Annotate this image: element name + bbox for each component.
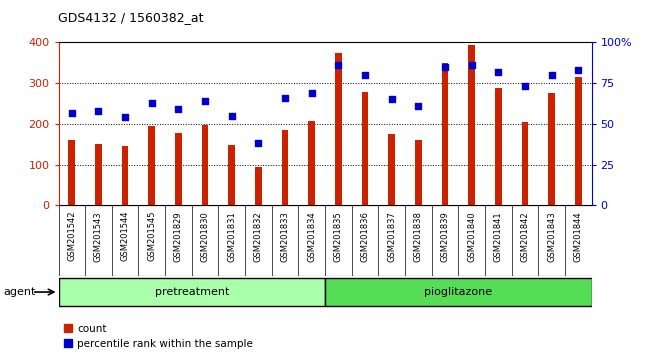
Bar (58, 278, 325, 306)
Point (386, 97, 396, 102)
Point (413, 103, 424, 109)
Text: pioglitazone: pioglitazone (424, 287, 492, 297)
Point (573, 67, 584, 73)
Point (467, 62, 477, 68)
Text: GSM201834: GSM201834 (307, 211, 316, 262)
Bar (308, 121, 315, 205)
Text: agent: agent (3, 287, 36, 297)
Bar (68, 140, 75, 205)
Text: GSM201839: GSM201839 (441, 211, 449, 262)
Text: GSM201844: GSM201844 (574, 211, 582, 262)
Text: GSM201832: GSM201832 (254, 211, 263, 262)
Bar (255, 167, 262, 205)
Text: GSM201833: GSM201833 (281, 211, 289, 262)
Bar (228, 145, 235, 205)
Bar (122, 146, 129, 205)
Bar (495, 88, 502, 205)
Point (147, 100, 157, 105)
Text: GSM201840: GSM201840 (467, 211, 476, 262)
Text: GSM201843: GSM201843 (547, 211, 556, 262)
Bar (548, 93, 555, 205)
Text: GSM201842: GSM201842 (521, 211, 529, 262)
Text: GSM201831: GSM201831 (227, 211, 236, 262)
Legend: count, percentile rank within the sample: count, percentile rank within the sample (64, 324, 253, 349)
Bar (175, 133, 182, 205)
Point (333, 62, 343, 68)
Point (254, 141, 264, 146)
Bar (95, 144, 102, 205)
Point (360, 72, 370, 78)
Point (67, 110, 77, 115)
Point (94, 108, 104, 114)
Point (120, 115, 130, 120)
Point (200, 98, 211, 104)
Text: GSM201835: GSM201835 (334, 211, 343, 262)
Point (547, 72, 557, 78)
Bar (575, 77, 582, 205)
Text: GSM201543: GSM201543 (94, 211, 103, 262)
Point (173, 107, 184, 112)
Bar (335, 53, 342, 205)
Text: GDS4132 / 1560382_at: GDS4132 / 1560382_at (58, 11, 204, 24)
Point (307, 90, 317, 96)
Text: pretreatment: pretreatment (155, 287, 229, 297)
Bar (281, 130, 289, 205)
Bar (468, 45, 475, 205)
Text: GSM201542: GSM201542 (68, 211, 76, 262)
Bar (441, 63, 448, 205)
Bar (202, 125, 209, 205)
Bar (415, 140, 422, 205)
Point (227, 113, 237, 119)
Point (280, 95, 291, 101)
Text: GSM201545: GSM201545 (148, 211, 156, 262)
Bar (148, 126, 155, 205)
Point (520, 84, 530, 89)
Text: GSM201836: GSM201836 (361, 211, 369, 262)
Text: GSM201544: GSM201544 (121, 211, 129, 262)
Text: GSM201841: GSM201841 (494, 211, 502, 262)
Text: GSM201837: GSM201837 (387, 211, 396, 262)
Bar (521, 122, 528, 205)
Bar (361, 92, 369, 205)
Bar (325, 278, 592, 306)
Text: GSM201838: GSM201838 (414, 211, 422, 262)
Bar (388, 134, 395, 205)
Text: GSM201830: GSM201830 (201, 211, 209, 262)
Point (493, 69, 504, 75)
Point (439, 64, 450, 70)
Text: GSM201829: GSM201829 (174, 211, 183, 262)
